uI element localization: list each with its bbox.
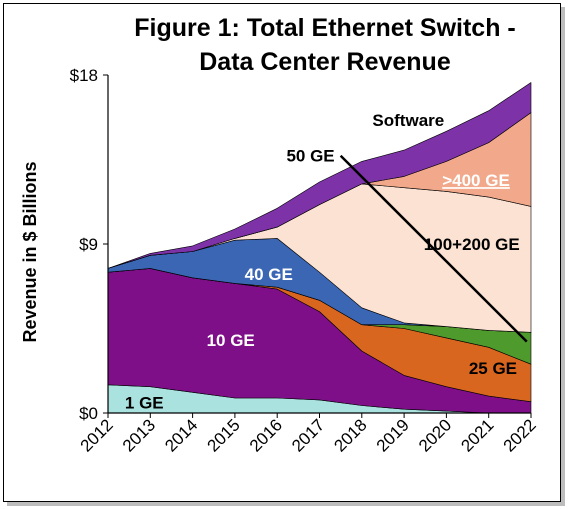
annotation-leader-line <box>339 154 528 343</box>
annotation-label: 50 GE <box>286 147 334 166</box>
series-label-10-ge: 10 GE <box>207 331 255 350</box>
x-tick-label: 2013 <box>119 415 159 455</box>
chart-title-line-2: Data Center Revenue <box>199 48 451 76</box>
y-axis-label: Revenue in $ Billions <box>20 161 40 342</box>
series-label-40-ge: 40 GE <box>245 265 293 284</box>
y-tick-label: $18 <box>70 66 98 85</box>
series-label-1-ge: 1 GE <box>125 394 164 413</box>
series-label-software: Software <box>372 111 444 130</box>
series-label-400-ge: >400 GE <box>442 171 510 190</box>
series-label-25-ge: 25 GE <box>469 359 517 378</box>
x-tick-label: 2020 <box>415 415 455 455</box>
x-tick-label: 2019 <box>373 415 413 455</box>
x-tick-label: 2022 <box>500 415 540 455</box>
x-tick-label: 2014 <box>161 415 201 455</box>
x-tick-label: 2016 <box>246 415 286 455</box>
x-tick-label: 2017 <box>288 415 328 455</box>
chart-title-line-1: Figure 1: Total Ethernet Switch - <box>134 14 516 42</box>
x-tick-label: 2015 <box>204 415 244 455</box>
y-tick-label: $9 <box>79 235 98 254</box>
x-tick-label: 2018 <box>330 415 370 455</box>
x-tick-label: 2021 <box>457 415 497 455</box>
y-tick-label: $0 <box>79 404 98 423</box>
series-label-100-200-ge: 100+200 GE <box>424 235 520 254</box>
area-software <box>107 82 532 269</box>
